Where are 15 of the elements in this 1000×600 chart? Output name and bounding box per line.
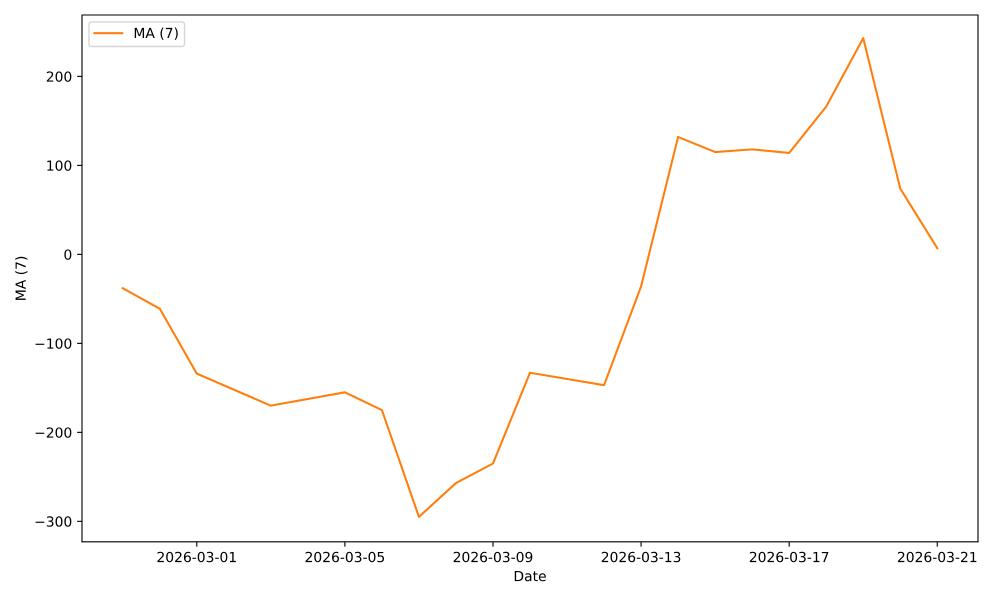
x-tick-label: 2026-03-05: [306, 552, 384, 562]
x-tick-label: 2026-03-21: [898, 552, 976, 562]
y-tick-label: 0: [64, 249, 72, 260]
y-tick-label: −200: [36, 427, 72, 438]
y-tick-label: 200: [46, 71, 72, 82]
y-axis-title: MA (7): [15, 256, 28, 300]
x-tick-label: 2026-03-09: [454, 552, 532, 562]
y-tick-label: −300: [36, 516, 72, 527]
y-tick-label: −100: [36, 338, 72, 349]
y-tick-label: 100: [47, 160, 72, 171]
x-axis-title: Date: [514, 570, 546, 582]
x-tick-label: 2026-03-13: [602, 552, 680, 562]
x-tick-label: 2026-03-17: [750, 552, 828, 562]
legend-label: MA (7): [134, 28, 178, 40]
x-tick-label: 2026-03-01: [157, 552, 236, 562]
